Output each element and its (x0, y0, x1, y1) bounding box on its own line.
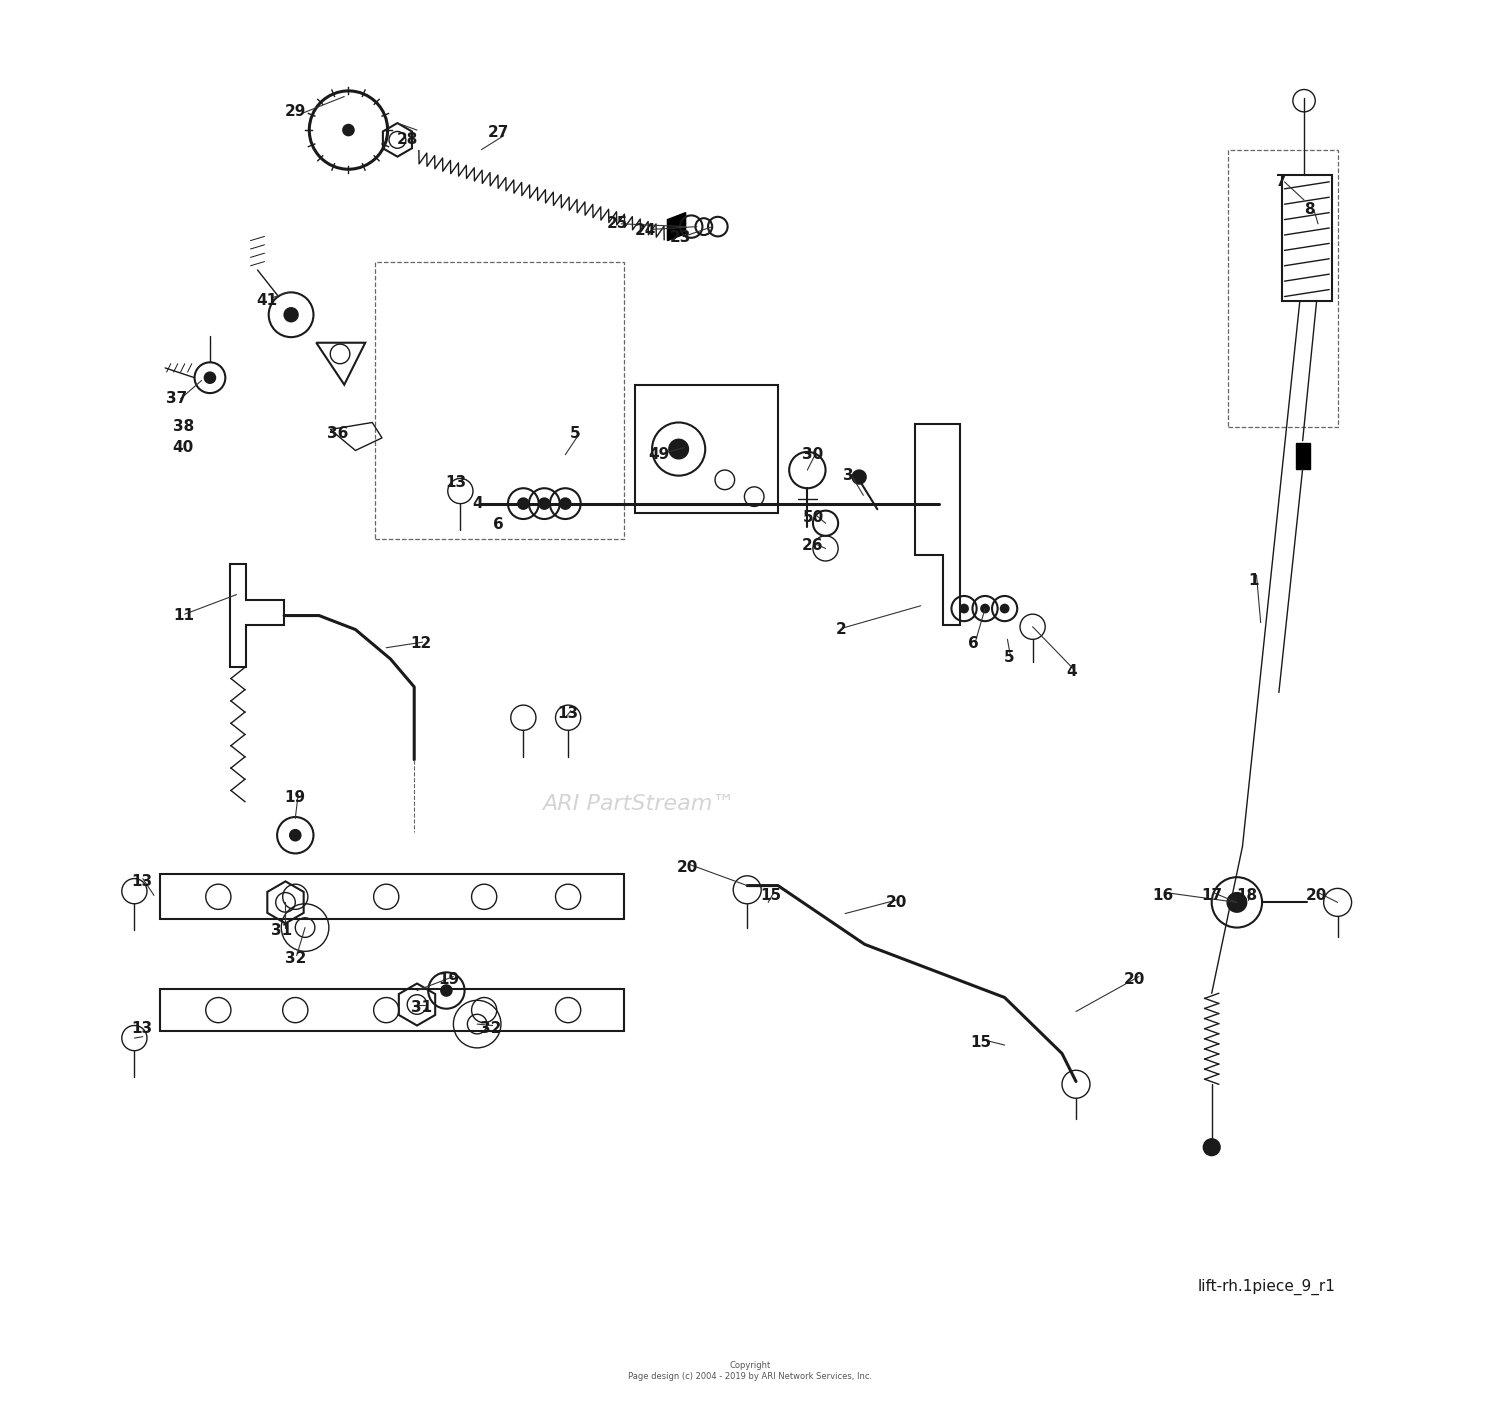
Circle shape (981, 605, 988, 613)
Bar (159, 989, 624, 1031)
Text: 30: 30 (802, 447, 824, 462)
Text: 5: 5 (570, 427, 580, 441)
Bar (159, 875, 624, 920)
Circle shape (290, 829, 302, 841)
Text: 15: 15 (970, 1034, 992, 1050)
Circle shape (1000, 605, 1010, 613)
Bar (1281, 175, 1332, 301)
Bar (636, 384, 778, 513)
Text: 8: 8 (1305, 202, 1316, 218)
Text: 26: 26 (802, 538, 824, 552)
Text: 13: 13 (130, 1020, 152, 1036)
Circle shape (441, 985, 452, 996)
Text: 13: 13 (130, 873, 152, 889)
Circle shape (518, 497, 530, 509)
Text: 6: 6 (969, 636, 980, 651)
Text: 37: 37 (165, 391, 188, 406)
Text: 36: 36 (327, 427, 348, 441)
Circle shape (669, 439, 688, 459)
Circle shape (560, 497, 572, 509)
Text: 13: 13 (446, 475, 466, 490)
Text: 49: 49 (648, 447, 669, 462)
Text: ARI PartStream™: ARI PartStream™ (542, 794, 735, 814)
Circle shape (344, 124, 354, 136)
Text: 32: 32 (285, 951, 306, 966)
Text: 11: 11 (172, 608, 194, 623)
Text: 38: 38 (172, 420, 194, 434)
Text: 4: 4 (472, 496, 483, 512)
Circle shape (960, 605, 969, 613)
Circle shape (1227, 893, 1246, 913)
Text: 17: 17 (1202, 887, 1222, 903)
Text: 19: 19 (438, 972, 460, 986)
Circle shape (204, 372, 216, 383)
Text: 1: 1 (1248, 574, 1258, 588)
Text: 20: 20 (886, 894, 908, 910)
Text: 16: 16 (1152, 887, 1173, 903)
Text: 31: 31 (411, 1000, 432, 1015)
Circle shape (538, 497, 550, 509)
Text: 3: 3 (843, 468, 854, 483)
Polygon shape (668, 212, 686, 240)
Text: 20: 20 (676, 861, 698, 875)
Text: 4: 4 (1066, 664, 1077, 680)
Text: 32: 32 (480, 1020, 502, 1036)
Text: 7: 7 (1276, 174, 1287, 189)
Text: 15: 15 (760, 887, 782, 903)
Polygon shape (1296, 444, 1310, 469)
Text: 25: 25 (606, 216, 628, 232)
Text: 31: 31 (270, 923, 292, 938)
Text: 2: 2 (836, 622, 846, 637)
Text: 41: 41 (256, 294, 278, 308)
Text: 5: 5 (1004, 650, 1014, 666)
Bar (1228, 150, 1338, 427)
Text: 18: 18 (1236, 887, 1257, 903)
Circle shape (284, 308, 298, 322)
Text: 29: 29 (285, 105, 306, 119)
Text: 50: 50 (802, 510, 824, 526)
Text: 40: 40 (172, 441, 194, 455)
Text: Copyright
Page design (c) 2004 - 2019 by ARI Network Services, Inc.: Copyright Page design (c) 2004 - 2019 by… (628, 1361, 872, 1381)
Text: 13: 13 (558, 706, 579, 721)
Text: 28: 28 (396, 133, 418, 147)
Circle shape (852, 471, 865, 485)
Text: 24: 24 (634, 223, 656, 239)
Text: 23: 23 (669, 230, 690, 246)
Text: 19: 19 (285, 790, 306, 805)
Text: 20: 20 (1124, 972, 1146, 986)
Text: 20: 20 (1306, 887, 1328, 903)
Bar (375, 261, 624, 538)
Text: lift-rh.1piece_9_r1: lift-rh.1piece_9_r1 (1197, 1279, 1335, 1296)
Text: 27: 27 (488, 126, 508, 140)
Text: 12: 12 (411, 636, 432, 651)
Circle shape (1203, 1139, 1219, 1156)
Text: 6: 6 (494, 517, 504, 533)
